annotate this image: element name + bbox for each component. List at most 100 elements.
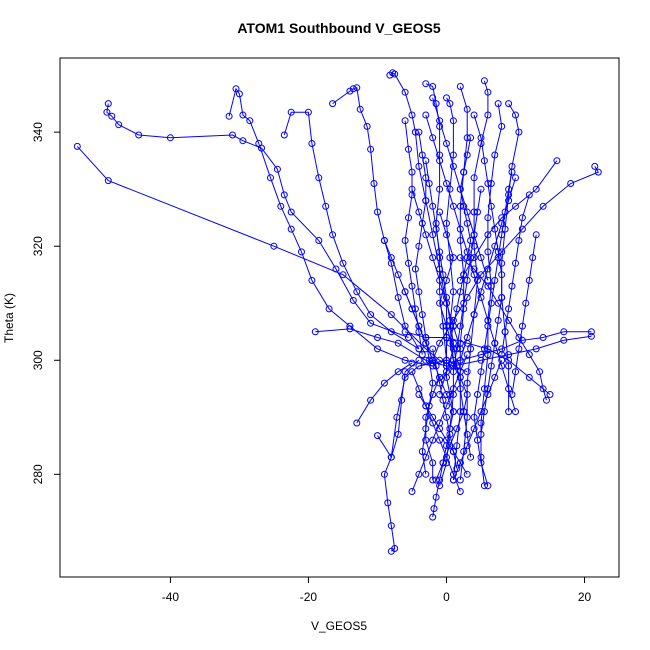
data-point <box>349 85 357 93</box>
data-point <box>587 332 595 340</box>
data-point <box>436 419 444 427</box>
data-point <box>470 311 478 319</box>
data-point <box>470 231 478 239</box>
data-point <box>484 265 492 273</box>
series-line <box>404 120 423 355</box>
data-point <box>477 134 485 142</box>
data-point <box>408 368 416 376</box>
data-point <box>539 334 547 341</box>
data-point <box>374 345 381 353</box>
series-line <box>425 83 447 361</box>
y-tick-label: 340 <box>31 122 45 142</box>
data-point <box>277 202 285 210</box>
data-point <box>315 174 323 182</box>
data-point <box>415 242 423 250</box>
data-point <box>463 379 471 387</box>
data-point <box>456 488 464 495</box>
data-point <box>387 453 395 461</box>
data-point <box>518 214 526 222</box>
data-point <box>453 425 461 433</box>
data-point <box>422 470 430 478</box>
series-11 <box>422 80 450 364</box>
data-point <box>432 493 440 501</box>
data-point <box>512 111 519 119</box>
data-point <box>456 185 464 193</box>
data-point <box>456 276 464 284</box>
data-point <box>363 122 371 130</box>
data-point <box>332 265 340 273</box>
data-point <box>429 476 437 484</box>
data-point <box>415 288 423 296</box>
data-point <box>560 336 568 344</box>
data-point <box>415 208 423 216</box>
series-line <box>459 160 558 281</box>
series-3 <box>225 85 437 370</box>
data-point <box>280 131 288 139</box>
data-point <box>422 425 430 433</box>
data-point <box>443 453 450 461</box>
data-point <box>398 396 406 404</box>
data-point <box>422 157 430 165</box>
data-point <box>401 117 409 125</box>
data-point <box>470 174 478 182</box>
series-38 <box>456 174 519 364</box>
series-line <box>439 211 454 395</box>
data-point <box>477 459 485 467</box>
y-tick-label: 280 <box>31 464 45 484</box>
data-point <box>505 408 513 416</box>
data-point <box>460 299 468 307</box>
data-point <box>422 231 430 239</box>
data-point <box>463 442 471 450</box>
data-point <box>329 100 337 108</box>
data-point <box>384 499 392 507</box>
data-point <box>477 356 485 364</box>
data-point <box>525 191 533 199</box>
data-point <box>394 271 402 279</box>
data-point <box>443 322 450 330</box>
plot-frame <box>59 57 620 578</box>
y-tick-label: 300 <box>31 350 45 370</box>
data-point <box>449 476 457 484</box>
data-point <box>325 305 333 313</box>
series-line <box>511 234 537 395</box>
data-point <box>436 299 444 307</box>
data-point <box>415 356 423 364</box>
data-point <box>429 202 437 210</box>
series-39 <box>498 191 533 359</box>
data-point <box>270 242 278 250</box>
data-point <box>449 448 457 455</box>
data-point <box>287 225 295 233</box>
data-point <box>436 436 444 444</box>
data-point <box>515 345 523 353</box>
data-point <box>422 436 430 444</box>
data-point <box>246 117 254 125</box>
data-point <box>505 316 513 324</box>
data-point <box>484 248 492 256</box>
data-point <box>477 288 485 296</box>
data-point <box>467 453 475 461</box>
data-point <box>525 373 533 381</box>
y-axis: 280 300 320 340 <box>31 122 60 484</box>
series-37 <box>429 94 492 284</box>
series-23 <box>429 356 457 521</box>
data-point <box>329 231 337 239</box>
data-point <box>477 419 485 427</box>
data-point <box>443 231 450 239</box>
data-point <box>474 391 481 398</box>
data-point <box>453 442 461 450</box>
data-point <box>491 151 499 159</box>
data-point <box>491 276 499 284</box>
data-point <box>477 408 485 416</box>
data-point <box>456 476 464 484</box>
data-point <box>367 145 375 153</box>
data-point <box>418 311 426 319</box>
data-point <box>480 77 488 85</box>
data-point <box>515 128 523 136</box>
data-point <box>422 413 430 421</box>
data-point <box>429 254 437 262</box>
data-point <box>512 408 519 416</box>
data-point <box>477 254 485 262</box>
data-point <box>453 305 461 313</box>
data-point <box>443 368 450 376</box>
